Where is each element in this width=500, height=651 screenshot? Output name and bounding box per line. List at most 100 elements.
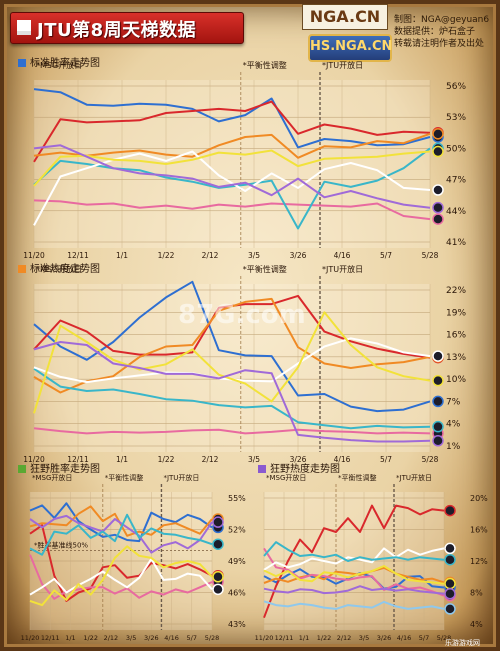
- annotation-label: *MSG开放日: [266, 473, 306, 482]
- chart-title: 狂野胜率走势图: [18, 460, 100, 475]
- series-line: [263, 566, 445, 584]
- series-line: [33, 427, 431, 435]
- series-line: [263, 565, 445, 585]
- y-tick-label: 8%: [470, 589, 483, 598]
- y-tick-label: 20%: [470, 494, 488, 503]
- x-tick-label: 1/22: [158, 251, 175, 260]
- x-tick-label: 4/16: [164, 634, 179, 642]
- class-icon: [432, 145, 444, 158]
- class-icon: [444, 603, 456, 615]
- series-line: [33, 199, 431, 221]
- legend-square: [18, 59, 26, 67]
- series-line: [33, 144, 431, 209]
- y-tick-label: 49%: [228, 557, 246, 566]
- class-icon: [432, 201, 444, 214]
- x-tick-label: 11/20: [255, 634, 274, 642]
- x-tick-label: 12/11: [275, 634, 294, 642]
- series-line: [33, 132, 431, 159]
- series-line: [29, 545, 213, 607]
- x-tick-label: 5/28: [437, 634, 452, 642]
- chart-title: 狂野热度走势图: [258, 460, 340, 475]
- x-tick-label: 5/7: [187, 634, 197, 642]
- legend-square: [258, 465, 266, 473]
- x-tick-label: 11/20: [21, 634, 40, 642]
- series-line: [33, 297, 431, 394]
- annotation-label: *MSG开放日: [36, 264, 82, 274]
- y-tick-label: 52%: [228, 526, 246, 535]
- chart-title-text: 标准胜率走势图: [30, 58, 100, 69]
- series-line: [33, 367, 431, 430]
- series-line: [29, 514, 213, 554]
- series-line: [263, 585, 445, 595]
- series-line: [33, 311, 431, 414]
- annotation-label: *平衡性调整: [243, 60, 287, 70]
- x-tick-label: 3/5: [126, 634, 136, 642]
- x-tick-label: 3/26: [290, 251, 307, 260]
- series-line: [29, 557, 213, 596]
- chart-panel-standard-winrate: 标准胜率走势图 56% 53% 50% 47% 44% 41% 11/20 12/11 1/1 1…: [12, 52, 492, 262]
- x-tick-label: 1/22: [158, 455, 175, 464]
- y-tick-label: 4%: [446, 420, 461, 430]
- annotation-label: *JTU开放日: [322, 60, 363, 70]
- y-tick-label: 19%: [446, 308, 466, 318]
- series-line: [263, 547, 445, 597]
- class-icon: [432, 374, 444, 387]
- chart-svg: 56% 53% 50% 47% 44% 41% 11/20 12/11 1/1 1/22 2/12 3…: [23, 60, 466, 260]
- series-line: [33, 147, 431, 230]
- y-tick-label: 47%: [446, 176, 466, 186]
- class-icon: [212, 516, 224, 528]
- x-tick-label: 1/22: [317, 634, 332, 642]
- class-icon: [432, 184, 444, 196]
- plot-area: [34, 284, 430, 452]
- series-line: [29, 502, 213, 543]
- logo-text: NGA.CN: [302, 4, 388, 30]
- flag-icon: [17, 20, 31, 35]
- y-tick-label: 41%: [446, 238, 466, 248]
- class-icon: [444, 504, 456, 517]
- x-tick-label: 4/16: [397, 634, 412, 642]
- x-tick-label: 4/16: [334, 251, 351, 260]
- x-tick-label: 3/26: [377, 634, 392, 642]
- inline-label: *胜率基准线50%: [34, 541, 88, 550]
- chart-svg: 55% 52% 49% 46% 43% 11/20 12/11 1/1 1/22 2/12 3/5 3…: [21, 473, 247, 642]
- series-line: [263, 541, 445, 562]
- footer-text: 乐游游戏网: [445, 639, 480, 647]
- chart-svg: 22% 19% 16% 13% 10% 7% 4% 1% 11/20 12/11 1/1 1/22 2/…: [23, 264, 466, 464]
- series-line: [33, 150, 431, 226]
- y-tick-label: 16%: [446, 331, 466, 341]
- x-tick-label: 3/26: [290, 455, 307, 464]
- class-icon: [212, 571, 224, 583]
- x-tick-label: 1/1: [116, 455, 128, 464]
- chart-title-text: 狂野热度走势图: [270, 464, 340, 475]
- x-tick-label: 5/7: [419, 634, 429, 642]
- y-tick-label: 56%: [446, 82, 466, 92]
- y-tick-label: 7%: [446, 397, 461, 407]
- class-icon: [212, 538, 224, 550]
- class-icon: [432, 128, 444, 140]
- legend-square: [18, 265, 26, 273]
- x-tick-label: 3/26: [144, 634, 159, 642]
- x-tick-label: 3/5: [248, 455, 260, 464]
- annotation-label: *MSG开放日: [36, 60, 82, 70]
- series-line: [33, 100, 431, 163]
- class-icon: [432, 395, 444, 408]
- class-icon: [432, 213, 444, 225]
- x-tick-label: 3/5: [248, 251, 260, 260]
- y-tick-label: 50%: [446, 144, 466, 154]
- credits: 制图：NGA@geyuan6 数据提供：炉石盒子 转载请注明作者及出处: [394, 14, 494, 50]
- y-tick-label: 12%: [470, 557, 488, 566]
- x-tick-label: 12/11: [67, 455, 89, 464]
- class-icon: [432, 435, 444, 447]
- class-icon: [444, 553, 456, 566]
- y-tick-label: 44%: [446, 207, 466, 217]
- credit-notice: 转载请注明作者及出处: [394, 39, 485, 49]
- seal-badge: HS.NGA.CN: [308, 34, 392, 62]
- series-line: [33, 149, 431, 187]
- x-tick-label: 2/12: [337, 634, 352, 642]
- chart-title-text: 标准热度走势图: [30, 264, 100, 275]
- x-tick-label: 2/12: [202, 251, 219, 260]
- series-line: [29, 524, 213, 602]
- y-tick-label: 46%: [228, 589, 246, 598]
- x-tick-label: 5/28: [422, 455, 439, 464]
